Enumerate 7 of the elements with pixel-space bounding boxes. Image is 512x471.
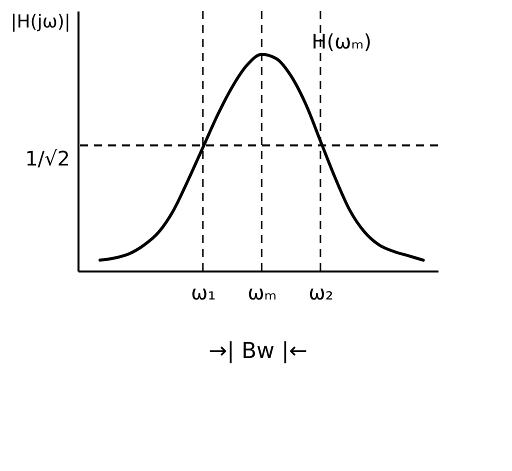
text: →| Bw |← bbox=[208, 339, 308, 364]
x-tick-label: ωₘ bbox=[248, 280, 277, 304]
ref-line-label: 1/√2 bbox=[25, 146, 70, 170]
x-tick-label: ω₂ bbox=[308, 280, 334, 304]
annotation: H(ωₘ) bbox=[312, 29, 372, 54]
y-axis-title: |H(jω)| bbox=[10, 12, 70, 32]
x-tick-label: ω₁ bbox=[191, 280, 216, 304]
